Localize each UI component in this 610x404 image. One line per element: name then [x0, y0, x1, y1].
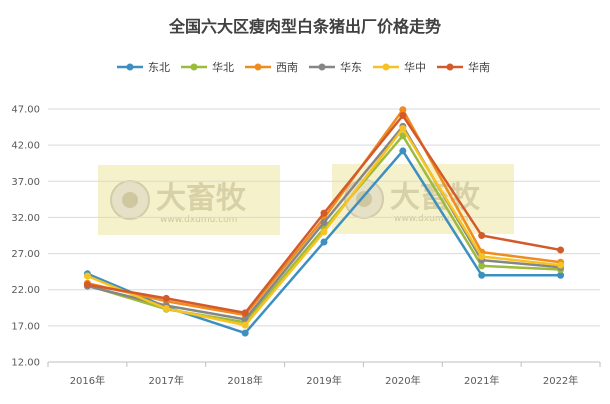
- legend-item: 西南: [245, 61, 298, 74]
- series-lines: [83, 106, 565, 337]
- x-tick-label: 2019年: [306, 374, 341, 387]
- gridlines: [48, 108, 600, 363]
- legend-swatch-marker: [126, 63, 134, 71]
- data-point: [399, 106, 407, 114]
- legend: 东北 华北 西南 华东 华中 华南: [117, 60, 490, 74]
- watermark-brand: 大畜牧: [156, 181, 247, 216]
- legend-item: 华南: [437, 60, 490, 74]
- legend-label: 华南: [468, 60, 490, 74]
- data-point: [557, 271, 565, 279]
- y-tick-label: 27.00: [11, 249, 40, 260]
- legend-label: 华中: [404, 60, 426, 74]
- data-point: [478, 252, 486, 260]
- x-tick-label: 2017年: [149, 374, 184, 387]
- data-point: [478, 271, 486, 279]
- legend-item: 东北: [117, 61, 170, 74]
- data-point: [83, 272, 91, 280]
- data-point: [399, 125, 407, 133]
- y-tick-label: 37.00: [11, 177, 40, 188]
- data-point: [241, 315, 249, 323]
- legend-swatch-marker: [446, 63, 454, 71]
- legend-item: 华中: [373, 60, 426, 74]
- y-tick-label: 12.00: [11, 358, 40, 369]
- y-tick-label: 42.00: [11, 141, 40, 152]
- watermark-circle-core: [356, 191, 372, 207]
- data-point: [557, 261, 565, 269]
- x-tick-label: 2018年: [227, 374, 262, 387]
- data-point: [162, 294, 170, 302]
- y-tick-label: 47.00: [11, 105, 40, 116]
- data-point: [241, 321, 249, 329]
- x-axis-ticks: 2016年 2017年 2018年 2019年 2020年 2021年 2022年: [47, 362, 601, 387]
- y-tick-label: 32.00: [11, 213, 40, 224]
- watermark-url: www.dxumu.com: [160, 215, 237, 225]
- legend-swatch-marker: [254, 63, 262, 71]
- data-point: [557, 246, 565, 254]
- legend-swatch-marker: [318, 63, 326, 71]
- data-point: [478, 262, 486, 270]
- legend-swatch-marker: [382, 63, 390, 71]
- y-axis-ticks: 12.00 17.00 22.00 27.00 32.00 37.00 42.00 47.00: [11, 105, 40, 369]
- data-point: [478, 232, 486, 239]
- legend-label: 华东: [340, 60, 362, 74]
- legend-label: 东北: [148, 61, 170, 74]
- x-tick-label: 2021年: [464, 374, 499, 387]
- watermark-circle-core: [122, 192, 138, 208]
- data-point: [241, 309, 249, 317]
- x-tick-label: 2022年: [543, 374, 578, 387]
- data-point: [399, 147, 407, 155]
- x-tick-label: 2020年: [385, 374, 420, 387]
- series-5: [83, 125, 565, 329]
- data-point: [320, 218, 328, 226]
- series-6: [83, 112, 565, 317]
- data-point: [320, 228, 328, 236]
- data-point: [162, 305, 170, 313]
- legend-item: 华东: [309, 60, 362, 74]
- data-point: [399, 112, 407, 120]
- chart-title: 全国六大区瘦肉型白条猪出厂价格走势: [168, 17, 441, 36]
- y-tick-label: 17.00: [11, 321, 40, 332]
- data-point: [399, 132, 407, 140]
- y-tick-label: 22.00: [11, 285, 40, 296]
- legend-label: 华北: [212, 60, 234, 74]
- data-point: [320, 238, 328, 246]
- legend-swatch-marker: [190, 63, 198, 71]
- watermark-url: www.dxumu.com: [394, 214, 471, 224]
- legend-item: 华北: [181, 60, 234, 74]
- data-point: [320, 209, 328, 217]
- x-tick-label: 2016年: [70, 374, 105, 387]
- data-point: [83, 281, 91, 289]
- data-point: [241, 329, 249, 337]
- legend-label: 西南: [276, 61, 298, 74]
- watermark-brand: 大畜牧: [390, 180, 481, 215]
